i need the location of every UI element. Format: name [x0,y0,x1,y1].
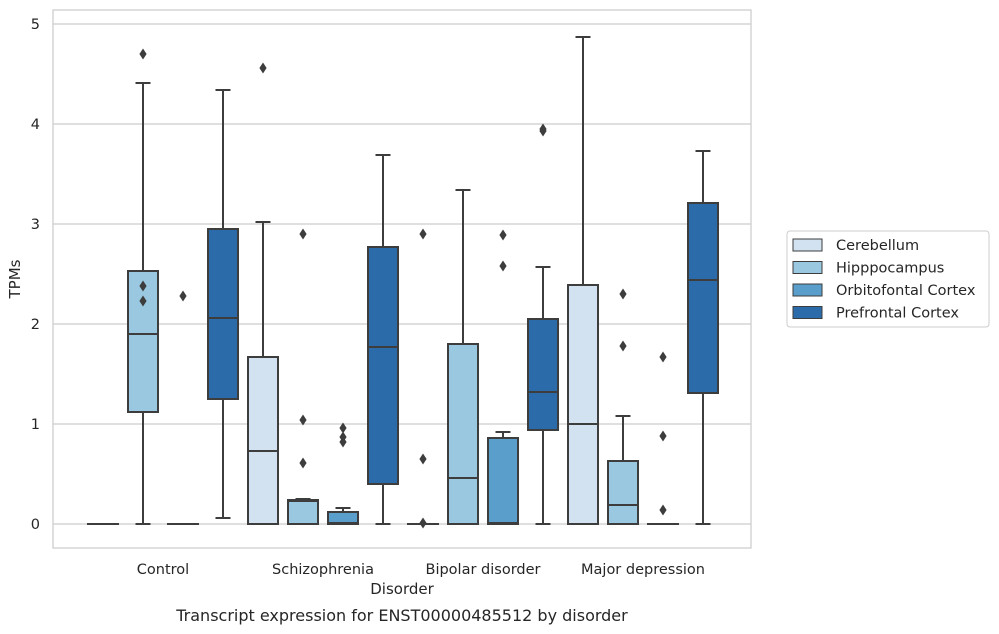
outlier-point [419,517,427,529]
box-2-1 [327,422,359,525]
box-0-2 [407,228,439,529]
box-body [247,356,279,525]
legend-items: Cerebellum Hipppocampus Orbitofontal Corte… [792,238,976,322]
legend-swatch [792,238,823,252]
outlier-point [419,453,427,465]
box-body [287,499,319,525]
legend: Cerebellum Hipppocampus Orbitofontal Corte… [786,230,990,328]
outlier-point [179,290,187,302]
box-1-0 [127,48,159,525]
box-body [687,202,719,394]
box-body [447,343,479,525]
outlier-point [299,228,307,240]
chart-title: Transcript expression for ENST0000048551… [175,606,628,625]
box-body [567,284,599,525]
box-body [207,228,239,400]
legend-frame [786,230,990,328]
y-axis-label: TPMs [6,259,24,299]
outlier-point [659,430,667,442]
box-2-2 [487,229,519,525]
box-1-3 [607,288,639,525]
box-3-3 [687,150,719,525]
outlier-point [499,260,507,272]
x-tick-label: Control [137,562,189,578]
box-3-0 [207,89,239,519]
outlier-point [499,229,507,241]
box-body [527,318,559,431]
outlier-point [339,422,347,434]
x-tick-label: Major depression [581,562,705,578]
outlier-point [619,288,627,300]
legend-swatch [792,306,823,319]
y-tick-label: 2 [31,317,40,333]
y-tick-label: 1 [31,417,40,433]
y-tick-label: 4 [31,117,40,133]
box-series [87,36,719,529]
box-1-1 [287,228,319,525]
x-axis-label: Disorder [370,580,434,598]
box-2-3 [647,351,679,526]
outlier-point [539,123,547,135]
y-tick-label: 0 [31,517,40,533]
legend-label: Orbitofontal Cortex [836,283,976,299]
outlier-point [299,457,307,469]
box-body [607,460,639,525]
outlier-point [299,414,307,426]
box-body [367,246,399,485]
box-3-1 [367,154,399,525]
outlier-point [259,62,267,74]
box-0-3 [567,36,599,525]
legend-label: Prefrontal Cortex [836,306,959,322]
x-axis-ticks: Control Schizophrenia Bipolar disorder Majo… [137,562,705,578]
y-tick-label: 5 [31,17,40,33]
y-axis-ticks: 0 1 2 3 4 5 [31,17,40,533]
outlier-point [619,340,627,352]
outlier-point [139,48,147,60]
box-body [487,437,519,525]
box-2-0 [167,290,199,526]
outlier-point [339,431,347,443]
legend-swatch [792,283,823,297]
outlier-point [139,280,147,292]
box-1-2 [447,189,479,525]
outlier-point [659,504,667,516]
box-body [127,270,159,413]
x-tick-label: Schizophrenia [272,562,374,578]
outlier-point [139,295,147,307]
plot-frame [52,9,752,549]
outlier-point [659,351,667,363]
legend-swatch [792,261,823,274]
outlier-point [419,228,427,240]
y-tick-label: 3 [31,217,40,233]
x-tick-label: Bipolar disorder [426,562,541,578]
legend-label: Cerebellum [836,238,919,254]
box-3-2 [527,123,559,525]
legend-label: Hipppocampus [836,261,944,277]
box-0-1 [247,62,279,525]
